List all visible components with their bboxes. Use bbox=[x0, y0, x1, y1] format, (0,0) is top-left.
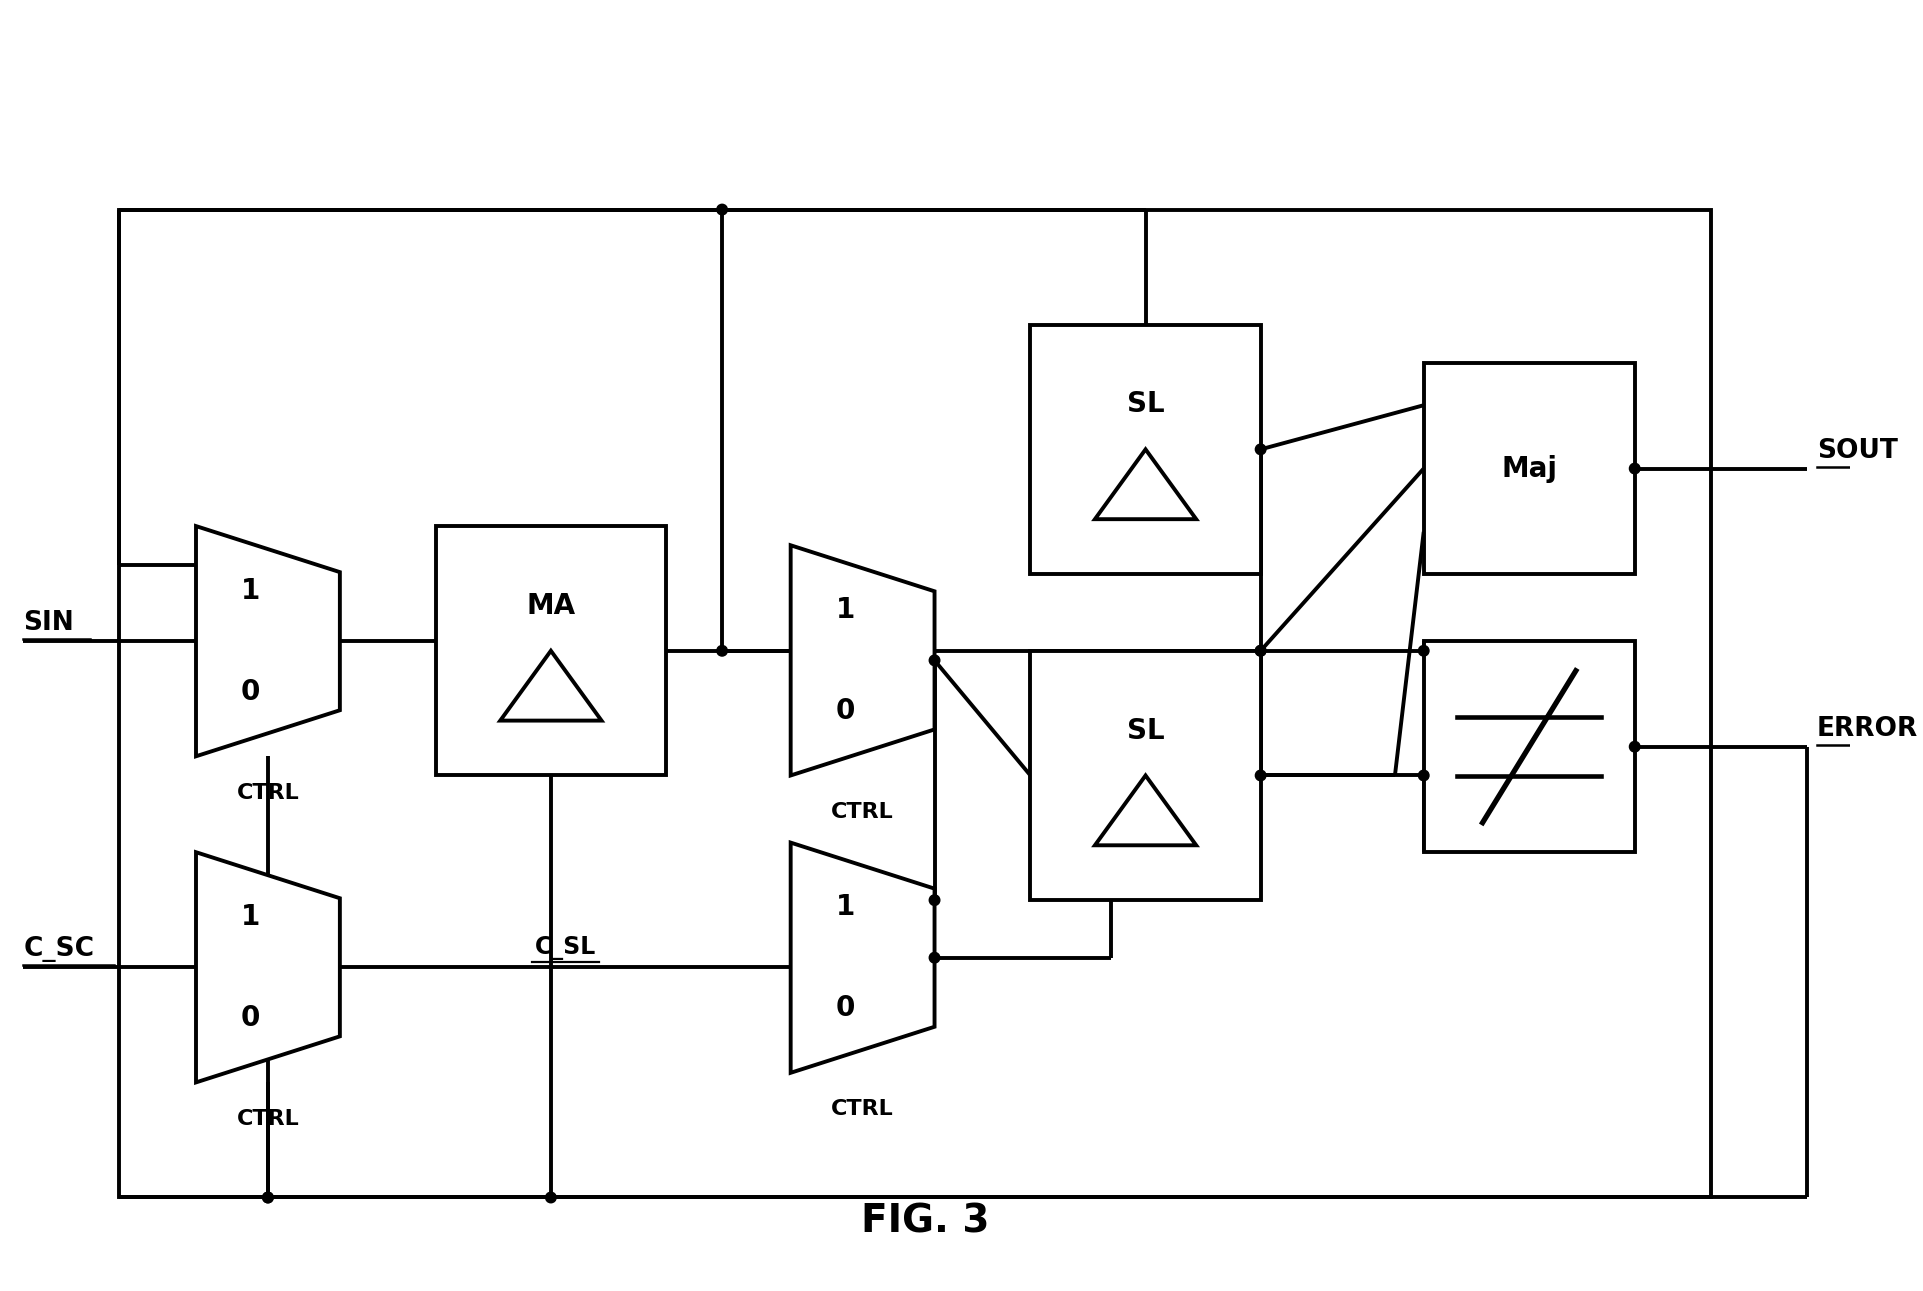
Text: CTRL: CTRL bbox=[237, 1109, 300, 1128]
Text: SL: SL bbox=[1127, 717, 1163, 745]
Circle shape bbox=[263, 1192, 273, 1203]
Text: 1: 1 bbox=[240, 577, 260, 604]
Text: 1: 1 bbox=[835, 893, 854, 920]
FancyBboxPatch shape bbox=[1423, 363, 1635, 574]
Text: MA: MA bbox=[527, 591, 575, 620]
FancyBboxPatch shape bbox=[435, 527, 665, 776]
Polygon shape bbox=[790, 843, 935, 1073]
FancyBboxPatch shape bbox=[1423, 642, 1635, 852]
Polygon shape bbox=[1094, 776, 1196, 846]
Circle shape bbox=[1254, 646, 1265, 656]
Text: 0: 0 bbox=[835, 994, 854, 1022]
Text: C_SL: C_SL bbox=[535, 936, 596, 959]
Text: 0: 0 bbox=[240, 678, 260, 706]
Circle shape bbox=[1629, 741, 1638, 751]
Text: 0: 0 bbox=[240, 1004, 260, 1032]
FancyBboxPatch shape bbox=[1031, 324, 1260, 574]
Text: SOUT: SOUT bbox=[1815, 438, 1896, 463]
Text: CTRL: CTRL bbox=[831, 802, 894, 822]
Text: FIG. 3: FIG. 3 bbox=[860, 1203, 988, 1241]
Circle shape bbox=[1417, 771, 1429, 781]
Circle shape bbox=[546, 1192, 556, 1203]
Text: 1: 1 bbox=[835, 595, 854, 624]
Text: CTRL: CTRL bbox=[831, 1099, 894, 1119]
Polygon shape bbox=[196, 527, 340, 757]
Text: SL: SL bbox=[1127, 390, 1163, 418]
Circle shape bbox=[929, 655, 938, 666]
Circle shape bbox=[717, 204, 727, 214]
Circle shape bbox=[1629, 463, 1638, 474]
Circle shape bbox=[717, 646, 727, 656]
Circle shape bbox=[263, 1192, 273, 1203]
Circle shape bbox=[929, 953, 938, 963]
Text: SIN: SIN bbox=[23, 611, 75, 636]
Circle shape bbox=[1417, 646, 1429, 656]
Text: C_SC: C_SC bbox=[23, 936, 94, 963]
Text: Maj: Maj bbox=[1500, 454, 1556, 483]
Text: 0: 0 bbox=[835, 697, 854, 726]
Polygon shape bbox=[790, 545, 935, 776]
Polygon shape bbox=[500, 651, 602, 720]
Circle shape bbox=[1254, 444, 1265, 454]
Polygon shape bbox=[1094, 449, 1196, 519]
Text: ERROR: ERROR bbox=[1815, 717, 1917, 742]
Text: CTRL: CTRL bbox=[237, 782, 300, 803]
Circle shape bbox=[929, 895, 938, 905]
Circle shape bbox=[1254, 771, 1265, 781]
Text: 1: 1 bbox=[240, 902, 260, 931]
Polygon shape bbox=[196, 852, 340, 1082]
Circle shape bbox=[1254, 646, 1265, 656]
FancyBboxPatch shape bbox=[1031, 651, 1260, 900]
